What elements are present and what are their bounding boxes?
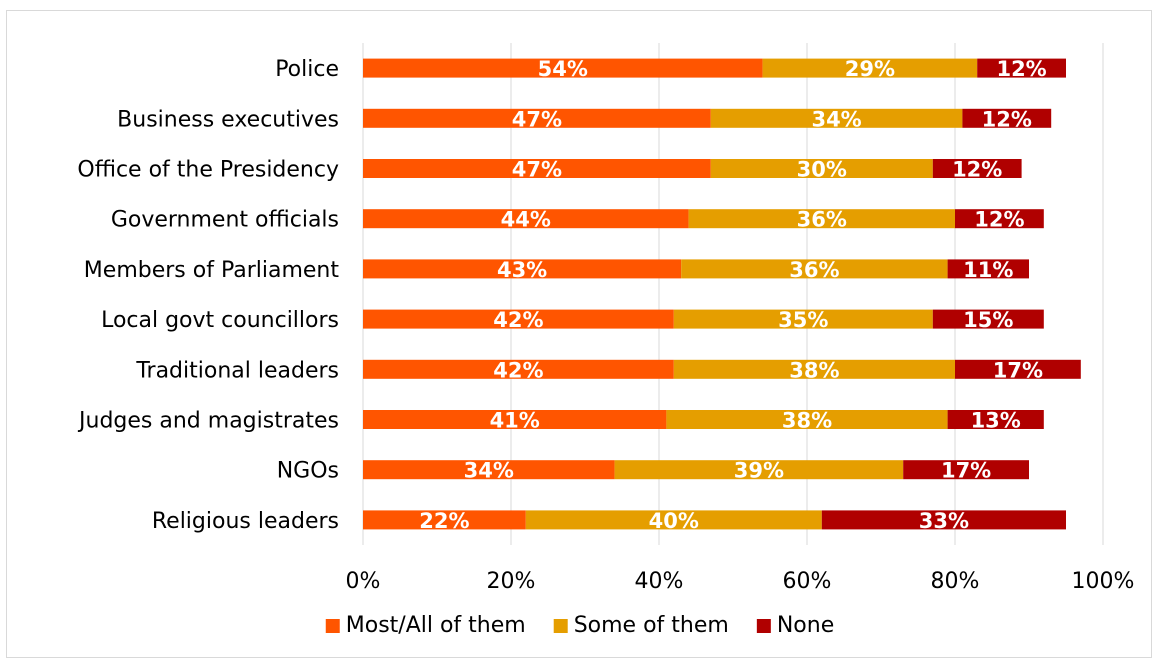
bar-series: [363, 58, 1081, 530]
category-label: Government officials: [111, 208, 339, 233]
data-label: 12%: [974, 208, 1024, 232]
bar-segment: [955, 209, 1044, 229]
bar-segment: [955, 359, 1081, 379]
data-label: 38%: [782, 409, 832, 433]
data-label: 47%: [512, 107, 562, 131]
bar-segment: [673, 309, 933, 329]
data-label: 15%: [963, 308, 1013, 332]
category-label: Business executives: [117, 107, 339, 132]
data-label: 33%: [919, 509, 969, 533]
bar-segment: [977, 58, 1066, 78]
data-label: 42%: [493, 358, 543, 382]
legend-swatch: [325, 619, 340, 633]
bar-segment: [614, 460, 904, 480]
data-label: 12%: [982, 107, 1032, 131]
data-label: 36%: [789, 258, 839, 282]
x-tick-label: 80%: [931, 569, 980, 594]
bar-segment: [363, 159, 711, 178]
data-label: 38%: [789, 358, 839, 382]
category-label: Local govt councillors: [101, 308, 339, 333]
data-label: 12%: [996, 57, 1046, 81]
data-labels: 54% 29% 12% 47% 34% 12% 47% 30% 12% 44% 36% 12% 43% 3…: [419, 57, 1046, 533]
data-label: 29%: [845, 57, 895, 81]
bar-segment: [363, 460, 615, 480]
bar-segment: [363, 309, 674, 329]
bar-segment: [363, 259, 682, 279]
bar-segment: [363, 410, 667, 429]
x-tick-label: 60%: [783, 569, 832, 594]
data-label: 17%: [993, 358, 1043, 382]
bar-segment: [673, 359, 955, 379]
legend-item: None: [756, 613, 834, 638]
legend-label: None: [777, 613, 834, 638]
data-label: 12%: [952, 158, 1002, 182]
bar-segment: [962, 108, 1052, 128]
bar-segment: [710, 159, 933, 178]
bar-segment: [710, 108, 963, 128]
legend-item: Some of them: [553, 613, 729, 638]
bar-segment: [821, 510, 1066, 530]
x-tick-label: 40%: [635, 569, 684, 594]
data-label: 34%: [464, 459, 514, 483]
bar-segment: [525, 510, 822, 530]
bar-segment: [666, 410, 948, 429]
category-label: Members of Parliament: [84, 258, 340, 283]
data-label: 40%: [649, 509, 699, 533]
data-label: 30%: [797, 158, 847, 182]
chart-svg: 54% 29% 12% 47% 34% 12% 47% 30% 12% 44% 36% 12% 43% 3…: [77, 43, 1135, 638]
category-label: Religious leaders: [152, 509, 339, 534]
legend-label: Most/All of them: [346, 613, 526, 638]
data-label: 44%: [501, 208, 551, 232]
chart-frame: 54% 29% 12% 47% 34% 12% 47% 30% 12% 44% 36% 12% 43% 3…: [6, 10, 1152, 658]
data-label: 42%: [493, 308, 543, 332]
data-label: 35%: [778, 308, 828, 332]
bar-segment: [932, 309, 1044, 329]
bar-segment: [681, 259, 948, 279]
category-label: NGOs: [277, 459, 339, 484]
x-axis-tick-labels: 0% 20% 40% 60% 80% 100%: [346, 569, 1135, 594]
data-label: 43%: [497, 258, 547, 282]
bar-segment: [688, 209, 955, 229]
bar-segment: [363, 510, 526, 530]
data-label: 54%: [538, 57, 588, 81]
bar-segment: [947, 410, 1044, 429]
legend: Most/All of them Some of them None: [325, 613, 834, 638]
x-tick-label: 0%: [346, 569, 381, 594]
category-label: Office of the Presidency: [77, 158, 339, 183]
legend-swatch: [756, 619, 771, 633]
data-label: 39%: [734, 459, 784, 483]
data-label: 13%: [971, 409, 1021, 433]
bar-segment: [947, 259, 1029, 279]
category-label: Police: [275, 57, 339, 82]
data-label: 41%: [490, 409, 540, 433]
bar-segment: [363, 209, 689, 229]
legend-item: Most/All of them: [325, 613, 526, 638]
x-tick-label: 20%: [487, 569, 536, 594]
category-label: Judges and magistrates: [77, 409, 339, 434]
bar-segment: [903, 460, 1029, 480]
legend-swatch: [553, 619, 568, 633]
legend-label: Some of them: [574, 613, 729, 638]
data-label: 11%: [963, 258, 1013, 282]
bar-segment: [363, 359, 674, 379]
bar-segment: [363, 58, 763, 78]
data-label: 47%: [512, 158, 562, 182]
bar-segment: [762, 58, 978, 78]
bar-segment: [932, 159, 1022, 178]
data-label: 22%: [419, 509, 469, 533]
category-label: Traditional leaders: [135, 358, 339, 383]
data-label: 36%: [797, 208, 847, 232]
x-tick-label: 100%: [1072, 569, 1135, 594]
data-label: 17%: [941, 459, 991, 483]
category-labels: Police Business executives Office of the P…: [77, 57, 339, 534]
data-label: 34%: [811, 107, 861, 131]
bar-segment: [363, 108, 711, 128]
